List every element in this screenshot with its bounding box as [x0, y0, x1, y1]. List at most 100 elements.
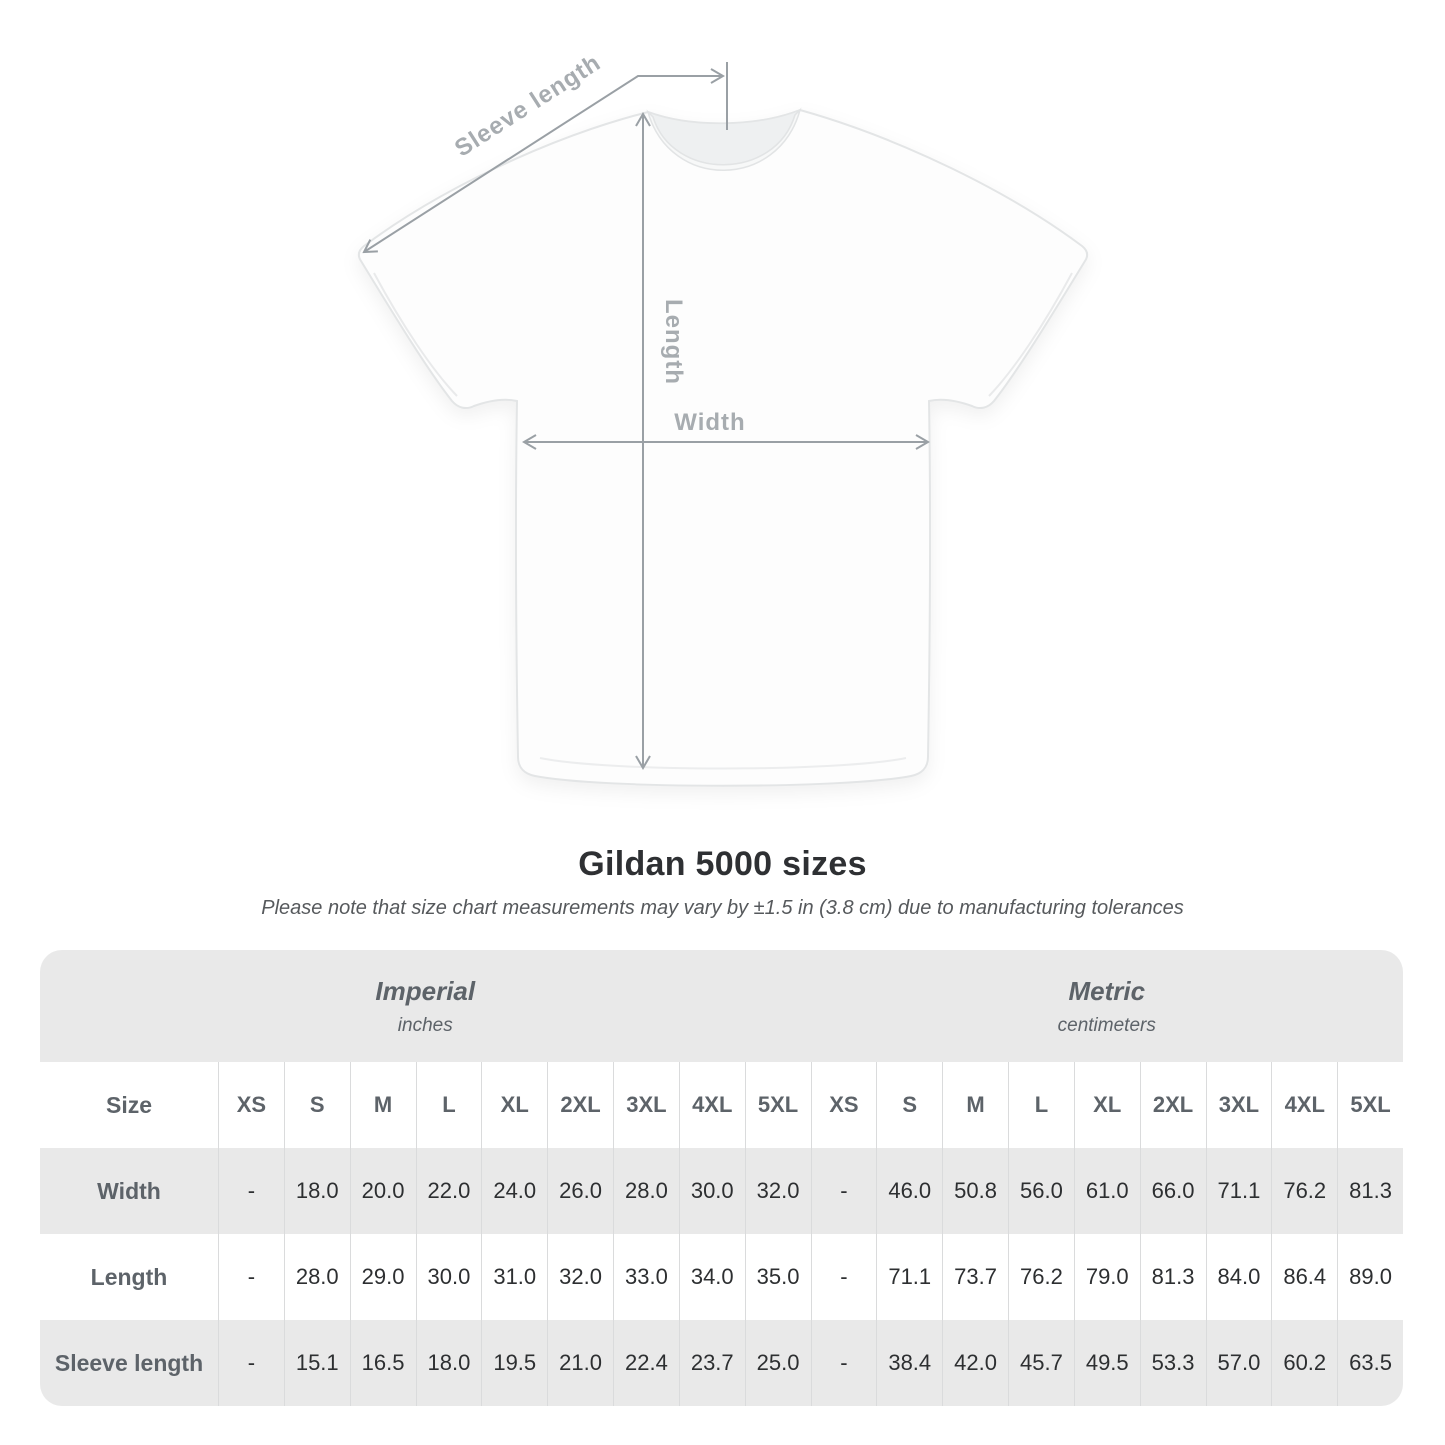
sleeve-length-arrow	[362, 68, 725, 254]
size-table: Imperial inches Metric centimeters Size X…	[40, 950, 1403, 1406]
size-header-cell-metric: XS	[810, 1062, 877, 1148]
size-header-cell-imperial: M	[349, 1062, 416, 1148]
size-header-cell-metric: 2XL	[1139, 1062, 1206, 1148]
value-cell-imperial: 22.0	[415, 1148, 482, 1234]
size-header-cell-imperial: 5XL	[744, 1062, 811, 1148]
value-cell-metric: 50.8	[942, 1148, 1008, 1234]
unit-group-metric-label: Metric	[1068, 975, 1146, 1006]
value-cell-imperial: 19.5	[481, 1320, 547, 1406]
measurement-label: Width	[97, 1177, 161, 1204]
value-cell-metric: 76.2	[1008, 1234, 1074, 1320]
value-cell-imperial: 24.0	[481, 1148, 547, 1234]
value-cell-imperial: 21.0	[547, 1320, 613, 1406]
bottom-hem-seam	[539, 757, 907, 770]
value-cell-metric: 45.7	[1008, 1320, 1074, 1406]
measurement-row: Width -18.0 20.0 22.0 24.0 26.0 28.0 30.0 32.0-4…	[40, 1148, 1403, 1234]
size-header-cell-metric: 4XL	[1271, 1062, 1337, 1148]
unit-group-metric-sublabel: centimeters	[1057, 1014, 1156, 1036]
left-sleeve-hem-seam	[373, 272, 458, 397]
value-cell-metric: 66.0	[1139, 1148, 1206, 1234]
unit-group-imperial: Imperial inches	[40, 950, 811, 1062]
value-cell-metric: -	[810, 1234, 877, 1320]
size-header-cell-metric: XL	[1073, 1062, 1140, 1148]
size-header-cell-metric: S	[876, 1062, 942, 1148]
size-header-cell-metric: 5XL	[1337, 1062, 1403, 1148]
heading: Gildan 5000 sizes Please note that size …	[0, 845, 1445, 920]
value-cell-imperial: 33.0	[613, 1234, 679, 1320]
value-cell-metric: -	[810, 1148, 877, 1234]
value-cell-imperial: 32.0	[744, 1148, 811, 1234]
value-cell-imperial: 30.0	[415, 1234, 482, 1320]
value-cell-metric: -	[810, 1320, 877, 1406]
value-cell-metric: 89.0	[1337, 1234, 1403, 1320]
size-header-cell-metric: M	[942, 1062, 1008, 1148]
size-header-cell-imperial: XS	[218, 1062, 284, 1148]
tshirt-illustration	[357, 107, 1089, 787]
value-cell-imperial: 15.1	[283, 1320, 350, 1406]
size-header-cell-metric: 3XL	[1205, 1062, 1272, 1148]
value-cell-imperial: 18.0	[283, 1148, 350, 1234]
tshirt-figure: Sleeve length Length Width	[357, 49, 1089, 787]
value-cell-metric: 84.0	[1205, 1234, 1272, 1320]
size-header-cell-imperial: S	[283, 1062, 350, 1148]
value-cell-metric: 42.0	[942, 1320, 1008, 1406]
measurement-label: Length	[90, 1263, 168, 1290]
measurement-row: Sleeve length - 15.1 16.5 18.0 19.5 21.0 22.4 23…	[40, 1320, 1403, 1406]
value-cell-imperial: 28.0	[283, 1234, 350, 1320]
value-cell-metric: 57.0	[1205, 1320, 1272, 1406]
width-label: Width	[674, 409, 745, 436]
value-cell-imperial: 16.5	[349, 1320, 416, 1406]
length-label: Length	[660, 299, 687, 385]
value-cell-imperial: 31.0	[481, 1234, 547, 1320]
unit-header-band: Imperial inches Metric centimeters	[40, 950, 1403, 1062]
value-cell-metric: 71.1	[876, 1234, 942, 1320]
value-cell-imperial: 30.0	[678, 1148, 745, 1234]
size-header-cell-metric: L	[1008, 1062, 1074, 1148]
value-cell-metric: 81.3	[1139, 1234, 1206, 1320]
tshirt-diagram: Sleeve length Length Width	[357, 49, 1089, 787]
size-table-body: Size XS S M L XL 2XL 3XL 4XL 5XL XS S M L XL 2XL 3XL 4XL 5…	[40, 1062, 1403, 1406]
size-header-cell-imperial: L	[415, 1062, 482, 1148]
value-cell-imperial: 29.0	[349, 1234, 416, 1320]
value-cell-metric: 63.5	[1337, 1320, 1403, 1406]
measurement-row: Length -28.0 29.0 30.0 31.0 32.0 33.0 34.0 35.0-…	[40, 1234, 1403, 1320]
value-cell-imperial: 35.0	[744, 1234, 811, 1320]
size-header-cell-imperial: 4XL	[678, 1062, 745, 1148]
value-cell-imperial: 18.0	[415, 1320, 482, 1406]
value-cell-metric: 81.3	[1337, 1148, 1403, 1234]
value-cell-metric: 46.0	[876, 1148, 942, 1234]
value-cell-imperial: 32.0	[547, 1234, 613, 1320]
value-cell-metric: 76.2	[1271, 1148, 1337, 1234]
value-cell-metric: 71.1	[1205, 1148, 1272, 1234]
value-cell-metric: 61.0	[1073, 1148, 1140, 1234]
page-title: Gildan 5000 sizes	[578, 845, 867, 883]
value-cell-imperial: 26.0	[547, 1148, 613, 1234]
value-cell-metric: 56.0	[1008, 1148, 1074, 1234]
value-cell-imperial: 20.0	[349, 1148, 416, 1234]
size-header-cell-imperial: XL	[481, 1062, 547, 1148]
value-cell-metric: 38.4	[876, 1320, 942, 1406]
value-cell-metric: 60.2	[1271, 1320, 1337, 1406]
value-cell-imperial: 22.4	[613, 1320, 679, 1406]
value-cell-imperial: -	[218, 1148, 284, 1234]
size-header-cell-imperial: 3XL	[613, 1062, 679, 1148]
measurement-label: Sleeve length	[54, 1349, 204, 1376]
size-column-header: Size	[105, 1091, 153, 1118]
size-header-row: Size XS S M L XL 2XL 3XL 4XL 5XL XS S M L XL 2XL 3XL 4XL 5…	[40, 1062, 1403, 1148]
value-cell-metric: 79.0	[1073, 1234, 1140, 1320]
value-cell-imperial: 28.0	[613, 1148, 679, 1234]
value-cell-imperial: 34.0	[678, 1234, 745, 1320]
value-cell-imperial: 23.7	[678, 1320, 745, 1406]
right-sleeve-hem-seam	[988, 272, 1073, 397]
value-cell-metric: 49.5	[1073, 1320, 1140, 1406]
value-cell-metric: 86.4	[1271, 1234, 1337, 1320]
value-cell-metric: 53.3	[1139, 1320, 1206, 1406]
unit-group-metric: Metric centimeters	[811, 950, 1404, 1062]
unit-group-imperial-sublabel: inches	[397, 1014, 453, 1036]
unit-group-imperial-label: Imperial	[375, 975, 476, 1006]
value-cell-imperial: 25.0	[744, 1320, 811, 1406]
value-cell-metric: 73.7	[942, 1234, 1008, 1320]
tshirt-body	[357, 108, 1089, 787]
size-header-cell-imperial: 2XL	[547, 1062, 613, 1148]
